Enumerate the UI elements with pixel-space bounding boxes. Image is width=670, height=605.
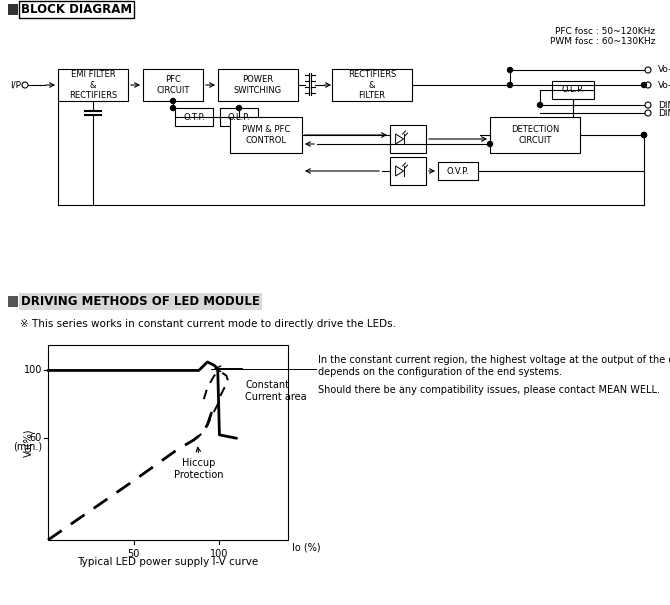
Bar bbox=[390, 157, 426, 185]
Text: POWER
SWITCHING: POWER SWITCHING bbox=[234, 75, 282, 95]
Text: RECTIFIERS
&
FILTER: RECTIFIERS & FILTER bbox=[348, 70, 396, 100]
Bar bbox=[58, 69, 128, 101]
Circle shape bbox=[641, 132, 647, 137]
Bar bbox=[390, 125, 426, 153]
Text: O.L.P.: O.L.P. bbox=[561, 85, 584, 94]
Bar bbox=[552, 81, 594, 99]
Text: Constant
Current area: Constant Current area bbox=[245, 380, 307, 402]
Bar bbox=[220, 108, 258, 126]
Bar bbox=[332, 69, 412, 101]
Circle shape bbox=[170, 105, 176, 111]
Bar bbox=[48, 345, 288, 540]
Circle shape bbox=[488, 142, 492, 146]
Bar bbox=[175, 108, 213, 126]
Text: 100: 100 bbox=[23, 365, 42, 376]
Text: Should there be any compatibility issues, please contact MEAN WELL.: Should there be any compatibility issues… bbox=[318, 385, 660, 395]
Circle shape bbox=[641, 132, 647, 137]
Text: EMI FILTER
&
RECTIFIERS: EMI FILTER & RECTIFIERS bbox=[69, 70, 117, 100]
Text: Vo+: Vo+ bbox=[658, 65, 670, 74]
Text: DIM+: DIM+ bbox=[658, 100, 670, 110]
Text: (min.): (min.) bbox=[13, 441, 42, 451]
Text: I/P: I/P bbox=[11, 80, 21, 90]
Text: In the constant current region, the highest voltage at the output of the driver: In the constant current region, the high… bbox=[318, 355, 670, 365]
Text: Io (%): Io (%) bbox=[291, 543, 320, 553]
Text: BLOCK DIAGRAM: BLOCK DIAGRAM bbox=[21, 3, 132, 16]
Circle shape bbox=[170, 99, 176, 103]
Text: O.L.P.: O.L.P. bbox=[228, 113, 251, 122]
Circle shape bbox=[507, 82, 513, 88]
Text: 60: 60 bbox=[29, 433, 42, 443]
Circle shape bbox=[537, 102, 543, 108]
Text: Vo(%): Vo(%) bbox=[23, 428, 33, 457]
Text: PWM & PFC
CONTROL: PWM & PFC CONTROL bbox=[242, 125, 290, 145]
Bar bbox=[8, 296, 18, 307]
Text: Hiccup
Protection: Hiccup Protection bbox=[174, 458, 224, 480]
Circle shape bbox=[507, 68, 513, 73]
Bar bbox=[8, 4, 18, 15]
Text: PFC
CIRCUIT: PFC CIRCUIT bbox=[156, 75, 190, 95]
Text: DRIVING METHODS OF LED MODULE: DRIVING METHODS OF LED MODULE bbox=[21, 295, 260, 308]
Text: depends on the configuration of the end systems.: depends on the configuration of the end … bbox=[318, 367, 562, 377]
Bar bbox=[490, 117, 580, 153]
Bar bbox=[230, 117, 302, 153]
Text: ※ This series works in constant current mode to directly drive the LEDs.: ※ This series works in constant current … bbox=[20, 319, 396, 329]
Text: 100: 100 bbox=[210, 549, 228, 559]
Text: Typical LED power supply I-V curve: Typical LED power supply I-V curve bbox=[77, 557, 259, 567]
Bar bbox=[438, 162, 478, 180]
Circle shape bbox=[237, 105, 241, 111]
Text: 50: 50 bbox=[127, 549, 140, 559]
Bar bbox=[218, 69, 298, 101]
Circle shape bbox=[641, 82, 647, 88]
Text: Vo-: Vo- bbox=[658, 80, 670, 90]
Text: PFC fosc : 50~120KHz: PFC fosc : 50~120KHz bbox=[555, 27, 655, 36]
Text: O.T.P.: O.T.P. bbox=[183, 113, 205, 122]
Text: O.V.P.: O.V.P. bbox=[447, 166, 469, 175]
Bar bbox=[143, 69, 203, 101]
Text: DETECTION
CIRCUIT: DETECTION CIRCUIT bbox=[511, 125, 559, 145]
Text: DIM-: DIM- bbox=[658, 108, 670, 117]
Text: PWM fosc : 60~130KHz: PWM fosc : 60~130KHz bbox=[549, 36, 655, 45]
